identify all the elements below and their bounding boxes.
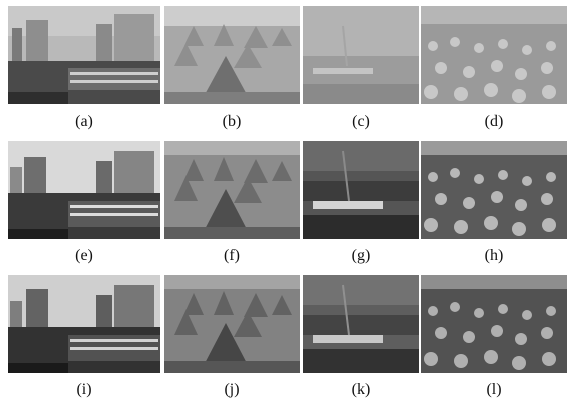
caption-k: (k) [351, 381, 371, 398]
caption-l: (l) [486, 381, 502, 398]
image-a-hazy-city [8, 6, 160, 104]
caption-g: (g) [351, 247, 371, 264]
image-l-dehazed-field [421, 275, 567, 373]
caption-c: (c) [352, 113, 370, 130]
image-d-hazy-field [421, 6, 567, 104]
image-g-dehazed-aerial [303, 141, 419, 239]
image-b-hazy-tents [164, 6, 300, 104]
caption-a: (a) [75, 113, 93, 130]
caption-i: (i) [76, 381, 92, 398]
caption-b: (b) [222, 113, 242, 130]
image-e-dehazed-city [8, 141, 160, 239]
image-c-hazy-aerial [303, 6, 419, 104]
caption-j: (j) [224, 381, 240, 398]
image-h-dehazed-field [421, 141, 567, 239]
caption-e: (e) [75, 247, 93, 264]
image-k-dehazed-aerial [303, 275, 419, 373]
caption-h: (h) [484, 247, 504, 264]
image-i-dehazed-city [8, 275, 160, 373]
caption-d: (d) [484, 113, 504, 130]
caption-f: (f) [224, 247, 240, 264]
image-f-dehazed-tents [164, 141, 300, 239]
image-j-dehazed-tents [164, 275, 300, 373]
